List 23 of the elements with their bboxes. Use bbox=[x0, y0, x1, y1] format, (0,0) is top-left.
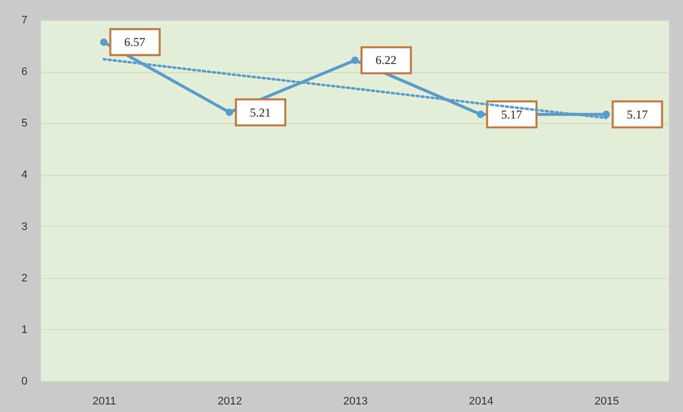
data-label: 5.17 bbox=[501, 107, 522, 122]
x-tick-label: 2013 bbox=[343, 396, 368, 408]
x-tick-label: 2011 bbox=[92, 396, 116, 408]
x-tick-label: 2015 bbox=[594, 396, 619, 408]
y-tick-label: 6 bbox=[21, 66, 28, 78]
x-tick-label: 2014 bbox=[468, 396, 494, 408]
data-label: 5.17 bbox=[626, 107, 648, 122]
point bbox=[226, 108, 234, 116]
x-tick-label: 2012 bbox=[218, 396, 242, 408]
y-tick-label: 4 bbox=[21, 169, 28, 182]
y-tick-label: 0 bbox=[21, 376, 28, 388]
y-tick-label: 2 bbox=[21, 272, 28, 284]
y-tick-label: 1 bbox=[21, 324, 28, 336]
y-tick-label: 3 bbox=[21, 220, 28, 233]
point bbox=[100, 38, 108, 46]
point bbox=[351, 56, 359, 64]
y-tick-label: 5 bbox=[21, 118, 28, 130]
data-label: 6.22 bbox=[376, 53, 396, 68]
y-tick-label: 7 bbox=[21, 14, 28, 26]
data-label: 5.21 bbox=[250, 105, 271, 120]
point bbox=[476, 110, 484, 118]
data-label: 6.57 bbox=[124, 35, 146, 50]
point bbox=[602, 110, 610, 118]
